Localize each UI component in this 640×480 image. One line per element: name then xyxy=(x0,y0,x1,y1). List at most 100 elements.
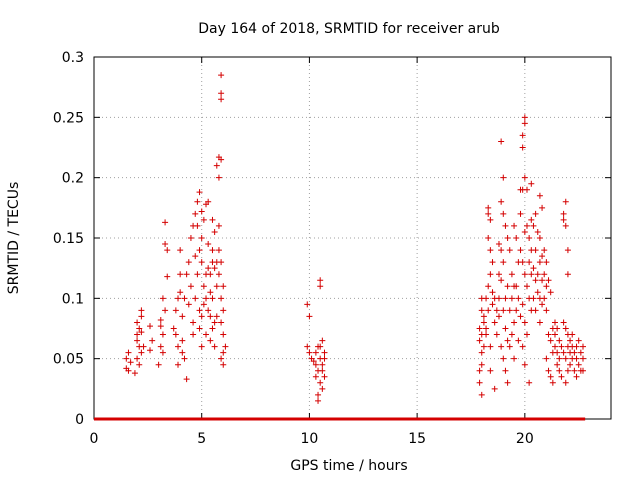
data-points xyxy=(123,72,586,404)
data-point xyxy=(127,359,134,366)
data-point xyxy=(554,361,561,368)
y-axis-label: SRMTID / TECUs xyxy=(6,182,22,295)
data-point xyxy=(157,323,164,330)
data-point xyxy=(536,259,543,266)
data-point xyxy=(480,343,487,350)
data-point xyxy=(573,343,580,350)
data-point xyxy=(562,379,569,386)
data-point xyxy=(517,210,524,217)
data-point xyxy=(215,247,222,254)
data-point xyxy=(159,295,166,302)
data-point xyxy=(521,319,528,326)
data-point xyxy=(476,337,483,344)
data-point xyxy=(218,96,225,103)
data-point xyxy=(149,337,156,344)
data-point xyxy=(125,367,132,374)
data-point xyxy=(554,349,561,356)
data-point xyxy=(207,289,214,296)
data-point xyxy=(304,343,311,350)
data-point xyxy=(312,373,319,380)
data-point xyxy=(543,355,550,362)
data-point xyxy=(556,367,563,374)
data-point xyxy=(506,343,513,350)
data-point xyxy=(220,307,227,314)
data-point xyxy=(218,156,225,163)
data-point xyxy=(164,247,171,254)
data-point xyxy=(147,347,154,354)
data-point xyxy=(177,289,184,296)
data-point xyxy=(495,241,502,248)
data-point xyxy=(317,379,324,386)
data-point xyxy=(220,361,227,368)
data-point xyxy=(203,295,210,302)
data-point xyxy=(134,355,141,362)
data-point xyxy=(220,283,227,290)
data-point xyxy=(487,216,494,223)
data-point xyxy=(508,331,515,338)
data-point xyxy=(483,295,490,302)
data-point xyxy=(162,307,169,314)
data-point xyxy=(136,361,143,368)
data-point xyxy=(498,343,505,350)
data-point xyxy=(545,277,552,284)
data-point xyxy=(523,331,530,338)
data-point xyxy=(502,325,509,332)
data-point xyxy=(521,174,528,181)
data-point xyxy=(183,271,190,278)
data-point xyxy=(517,247,524,254)
data-point xyxy=(500,174,507,181)
data-point xyxy=(579,355,586,362)
data-point xyxy=(521,361,528,368)
axis-ticks: 0 0.05 0.1 0.15 0.2 0.25 0.3 0 5 10 15 20 xyxy=(53,50,611,447)
data-point xyxy=(181,355,188,362)
y-tick-label: 0 xyxy=(75,412,84,428)
data-point xyxy=(571,367,578,374)
data-point xyxy=(207,337,214,344)
data-point xyxy=(220,331,227,338)
data-point xyxy=(521,228,528,235)
data-point xyxy=(495,295,502,302)
data-point xyxy=(491,385,498,392)
data-point xyxy=(211,319,218,326)
data-point xyxy=(519,144,526,151)
data-point xyxy=(551,343,558,350)
x-tick-label: 5 xyxy=(197,431,206,447)
data-point xyxy=(567,361,574,368)
data-point xyxy=(304,301,311,308)
data-point xyxy=(123,355,130,362)
data-point xyxy=(534,289,541,296)
data-point xyxy=(575,361,582,368)
data-point xyxy=(317,277,324,284)
plot-frame xyxy=(93,56,612,420)
data-point xyxy=(187,283,194,290)
data-point xyxy=(549,379,556,386)
data-point xyxy=(319,361,326,368)
data-point xyxy=(517,313,524,320)
data-point xyxy=(530,265,537,272)
data-point xyxy=(562,198,569,205)
data-point xyxy=(211,265,218,272)
data-point xyxy=(523,186,530,193)
data-point xyxy=(489,259,496,266)
data-point xyxy=(478,307,485,314)
data-point xyxy=(532,210,539,217)
data-point xyxy=(511,319,518,326)
data-point xyxy=(218,72,225,79)
x-tick-label: 10 xyxy=(301,431,319,447)
data-point xyxy=(491,319,498,326)
data-point xyxy=(209,295,216,302)
data-point xyxy=(138,313,145,320)
data-point xyxy=(134,319,141,326)
data-point xyxy=(545,331,552,338)
data-point xyxy=(198,313,205,320)
data-point xyxy=(218,90,225,97)
data-point xyxy=(172,331,179,338)
data-point xyxy=(504,379,511,386)
data-point xyxy=(536,235,543,241)
data-point xyxy=(170,325,177,332)
data-point xyxy=(213,313,220,320)
data-point xyxy=(315,397,322,404)
data-point xyxy=(539,204,546,211)
data-point xyxy=(564,247,571,254)
